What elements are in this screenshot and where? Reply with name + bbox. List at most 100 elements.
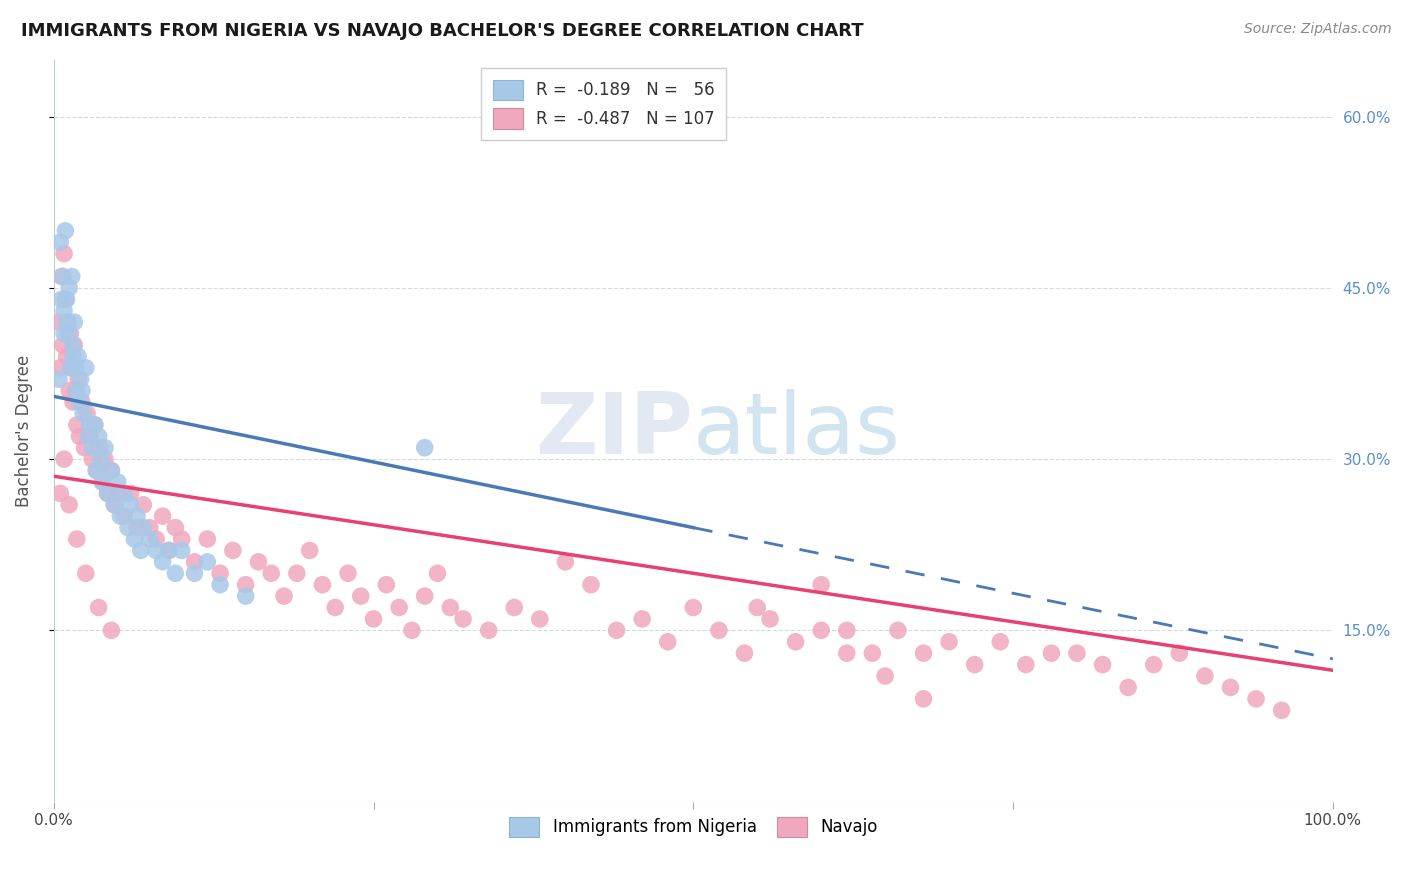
Point (48, 372, 70, 386)
Point (62, 395, 84, 409)
Point (86, 464, 108, 478)
Point (66, 384, 89, 398)
Point (100, 464, 122, 478)
Point (1040, 646, 1063, 660)
Point (76, 407, 98, 421)
Point (938, 634, 960, 648)
Point (91, 475, 114, 489)
Point (52, 269, 75, 284)
Point (83, 417, 105, 432)
Point (56, 315, 79, 329)
Point (125, 520, 148, 534)
Point (682, 600, 704, 615)
Point (165, 566, 187, 581)
Point (478, 624, 501, 638)
Point (58, 384, 80, 398)
Point (62, 350, 84, 364)
Point (132, 498, 155, 512)
Point (90, 452, 112, 467)
Point (94, 441, 117, 455)
Point (82, 452, 104, 467)
Point (707, 624, 730, 638)
Point (222, 543, 245, 558)
Point (117, 520, 139, 534)
Point (810, 624, 832, 638)
Point (209, 577, 232, 591)
Point (183, 555, 205, 569)
Point (606, 624, 628, 638)
Point (260, 566, 283, 581)
Point (810, 577, 832, 591)
Point (157, 543, 180, 558)
Point (1066, 646, 1088, 660)
Point (195, 555, 218, 569)
Point (83, 417, 105, 432)
Point (183, 566, 205, 581)
Point (73, 441, 96, 455)
Point (963, 657, 986, 672)
Point (273, 589, 295, 603)
Point (165, 520, 187, 534)
Point (94, 452, 117, 467)
Point (835, 646, 858, 660)
Point (1168, 646, 1191, 660)
Point (875, 669, 897, 683)
Point (53, 303, 76, 318)
Point (59, 326, 82, 341)
Point (65, 360, 87, 375)
Point (152, 555, 174, 569)
Point (323, 600, 346, 615)
Point (87, 600, 110, 615)
Point (69, 372, 91, 386)
Point (58, 281, 80, 295)
Point (139, 532, 162, 546)
Point (65, 384, 87, 398)
Point (124, 532, 146, 546)
Point (67, 429, 90, 443)
Point (55, 350, 77, 364)
Point (631, 612, 654, 626)
Point (63, 338, 86, 352)
Point (337, 566, 360, 581)
Point (100, 624, 122, 638)
Point (103, 498, 125, 512)
Point (439, 600, 461, 615)
Point (96, 486, 118, 500)
Point (170, 543, 193, 558)
Point (451, 612, 474, 626)
Point (157, 543, 180, 558)
Point (53, 224, 76, 238)
Point (59, 360, 82, 375)
Point (503, 600, 526, 615)
Point (62, 338, 84, 352)
Point (60, 360, 83, 375)
Point (112, 509, 135, 524)
Point (152, 509, 174, 524)
Point (125, 509, 148, 524)
Point (579, 577, 602, 591)
Point (401, 624, 423, 638)
Point (1194, 669, 1216, 683)
Point (235, 589, 257, 603)
Point (53, 326, 76, 341)
Point (912, 646, 935, 660)
Point (747, 600, 769, 615)
Point (733, 646, 755, 660)
Point (89, 441, 111, 455)
Text: atlas: atlas (693, 389, 901, 472)
Point (529, 612, 551, 626)
Point (60, 269, 83, 284)
Point (912, 691, 935, 706)
Point (120, 486, 142, 500)
Point (66, 532, 89, 546)
Y-axis label: Bachelor's Degree: Bachelor's Degree (15, 354, 32, 507)
Point (107, 486, 129, 500)
Point (285, 566, 308, 581)
Point (145, 532, 167, 546)
Point (53, 293, 76, 307)
Point (91, 475, 114, 489)
Point (657, 634, 679, 648)
Point (413, 589, 436, 603)
Point (53, 246, 76, 260)
Point (67, 395, 90, 409)
